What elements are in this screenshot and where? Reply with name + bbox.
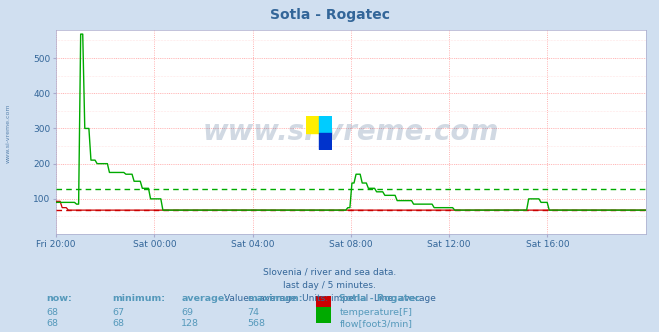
Text: 68: 68 — [112, 319, 124, 328]
Text: flow[foot3/min]: flow[foot3/min] — [339, 319, 413, 328]
Text: www.si-vreme.com: www.si-vreme.com — [5, 103, 11, 163]
Text: Sotla - Rogatec: Sotla - Rogatec — [270, 8, 389, 22]
Text: www.si-vreme.com: www.si-vreme.com — [203, 118, 499, 146]
Text: 69: 69 — [181, 308, 193, 317]
Text: 74: 74 — [247, 308, 259, 317]
Text: average:: average: — [181, 294, 228, 303]
Text: now:: now: — [46, 294, 72, 303]
Text: Values: average  Units: imperial  Line: average: Values: average Units: imperial Line: av… — [223, 294, 436, 303]
Text: last day / 5 minutes.: last day / 5 minutes. — [283, 281, 376, 290]
Text: 68: 68 — [46, 308, 58, 317]
Text: 68: 68 — [46, 319, 58, 328]
Text: 568: 568 — [247, 319, 265, 328]
Text: Slovenia / river and sea data.: Slovenia / river and sea data. — [263, 267, 396, 276]
Text: minimum:: minimum: — [112, 294, 165, 303]
Text: 67: 67 — [112, 308, 124, 317]
Text: Sotla - Rogatec: Sotla - Rogatec — [339, 294, 420, 303]
Text: temperature[F]: temperature[F] — [339, 308, 413, 317]
Text: maximum:: maximum: — [247, 294, 302, 303]
Text: 128: 128 — [181, 319, 199, 328]
